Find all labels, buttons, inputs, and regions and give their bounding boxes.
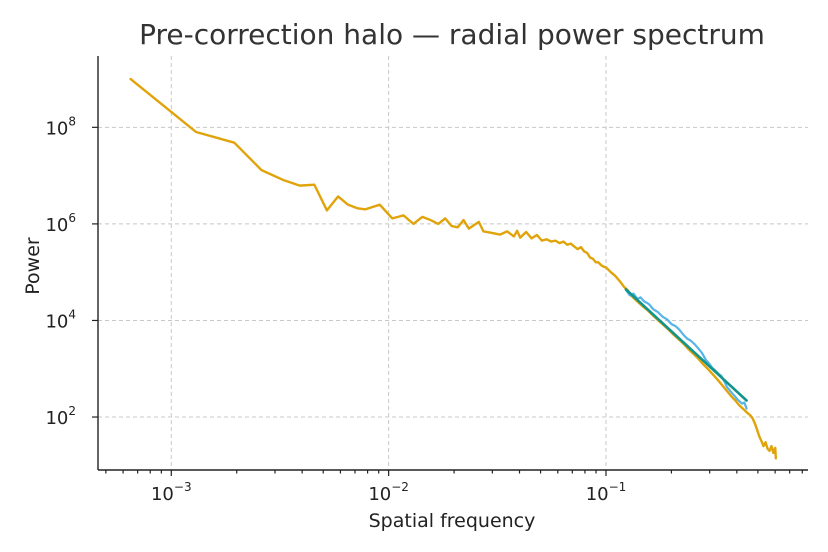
x-tick-label: 10−2	[368, 480, 409, 505]
grid	[98, 56, 808, 470]
x-tick-label: 10−3	[151, 480, 192, 505]
x-tick-label: 10−1	[586, 480, 627, 505]
axis-ticks: 10−3 10−2 10−1 102 104 106 108	[45, 114, 803, 505]
series-line-2	[624, 288, 748, 410]
y-tick-label: 102	[45, 404, 76, 429]
y-tick-label: 104	[45, 307, 76, 332]
y-tick-label: 108	[45, 114, 76, 139]
chart-title: Pre-correction halo — radial power spect…	[139, 18, 765, 51]
series-line-3	[624, 288, 748, 402]
plot-area	[129, 77, 778, 460]
y-axis-label: Power	[22, 237, 44, 295]
y-tick-label: 106	[45, 211, 76, 236]
x-axis-label: Spatial frequency	[369, 510, 536, 532]
series-line-1	[129, 77, 778, 460]
